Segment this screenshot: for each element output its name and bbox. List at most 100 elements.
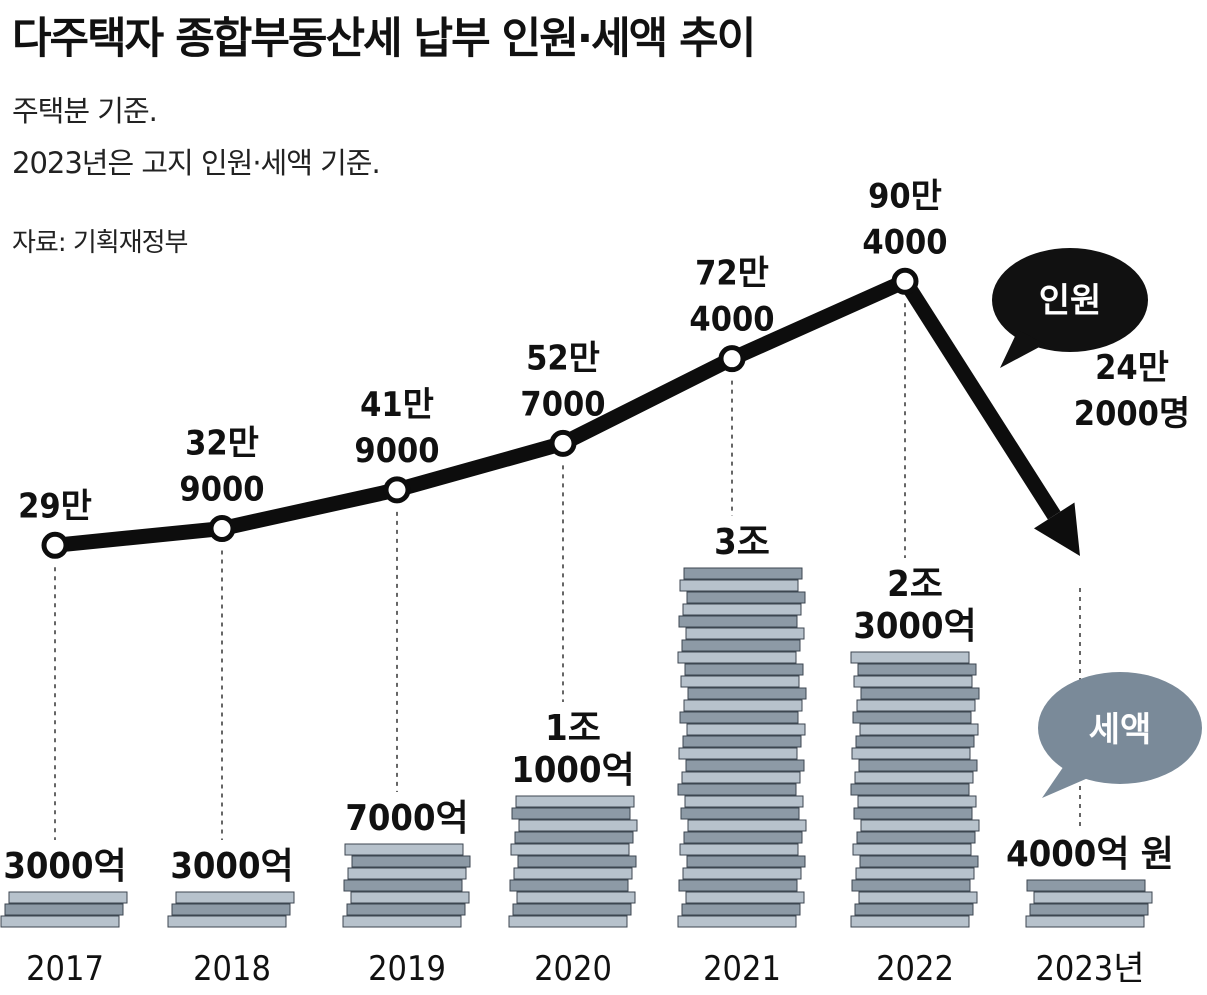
money-bundle (1026, 879, 1146, 892)
money-bundle (682, 867, 802, 880)
amount-stack (1025, 879, 1153, 928)
people-label: 4000 (689, 300, 774, 340)
money-bundle (346, 903, 466, 916)
money-bundle (1033, 891, 1153, 904)
money-bundle (684, 795, 804, 808)
money-bundle (858, 759, 978, 772)
money-bundle (683, 831, 803, 844)
money-bundle (852, 843, 972, 856)
money-bundle (680, 807, 800, 820)
people-label: 72만 (695, 254, 769, 294)
amount-stack (508, 795, 638, 928)
money-bundle (680, 675, 800, 688)
money-bundle (508, 915, 628, 928)
year-label: 2018 (193, 949, 271, 989)
people-label: 52만 (526, 338, 600, 378)
money-bundle (860, 687, 980, 700)
people-point (718, 345, 746, 373)
people-decline-arrow (898, 277, 1061, 520)
money-bundle (679, 579, 799, 592)
money-bundle (859, 723, 979, 736)
amount-label: 3000억 (3, 846, 126, 887)
money-bundle (857, 663, 977, 676)
money-bundle (683, 567, 803, 580)
money-bundle (858, 891, 978, 904)
money-bundle (509, 879, 629, 892)
money-bundle (683, 699, 803, 712)
money-bundle (351, 855, 471, 868)
people-bubble-label: 인원 (1039, 281, 1102, 321)
money-bundle (678, 747, 798, 760)
money-bundle (850, 915, 970, 928)
amount-stack (850, 651, 980, 928)
people-label: 7000 (520, 384, 605, 424)
money-bundle (171, 903, 291, 916)
people-line (54, 274, 909, 553)
money-bundle (855, 735, 975, 748)
money-bundle (679, 843, 799, 856)
note-2023: 2023년은 고지 인원·세액 기준. (12, 146, 381, 180)
money-bundle (342, 915, 462, 928)
money-bundle (681, 771, 801, 784)
arrow-head (1033, 502, 1080, 556)
amount-label: 2조 (887, 564, 943, 605)
people-bubble-tail (1000, 330, 1045, 368)
money-bundle (175, 891, 295, 904)
people-label: 90만 (868, 176, 942, 216)
money-bundle (685, 891, 805, 904)
people-label: 4000 (862, 222, 947, 262)
note-basis: 주택분 기준. (12, 94, 158, 128)
money-bundle (860, 819, 980, 832)
money-bundle (685, 759, 805, 772)
year-label: 2021 (703, 949, 781, 989)
money-bundle (857, 795, 977, 808)
money-bundle (678, 615, 798, 628)
people-label: 9000 (179, 470, 264, 510)
money-bundle (677, 915, 797, 928)
amount-label: 1000억 (511, 750, 634, 791)
people-label: 2000명 (1074, 394, 1190, 434)
year-label: 2017 (26, 949, 104, 989)
money-bundle (851, 879, 971, 892)
amount-stack (167, 891, 295, 928)
money-bundle (851, 747, 971, 760)
people-bubble (992, 248, 1148, 352)
money-bundle (853, 675, 973, 688)
money-bundle (347, 867, 467, 880)
money-bundle (686, 855, 806, 868)
money-bundle (513, 867, 633, 880)
people-label: 9000 (354, 431, 439, 471)
money-bundle (679, 711, 799, 724)
money-bundle (1029, 903, 1149, 916)
money-bundle (856, 831, 976, 844)
people-point (41, 531, 69, 559)
money-bundle (687, 819, 807, 832)
amount-stack (0, 891, 128, 928)
people-label: 24만 (1095, 348, 1169, 388)
money-bundle (850, 783, 970, 796)
people-point (383, 476, 411, 504)
money-bundle (678, 879, 798, 892)
money-bundle (687, 687, 807, 700)
money-bundle (682, 603, 802, 616)
money-bundle (854, 903, 974, 916)
money-bundle (684, 663, 804, 676)
year-label: 2023년 (1035, 949, 1144, 989)
money-bundle (8, 891, 128, 904)
money-bundle (854, 771, 974, 784)
amount-stack (342, 843, 471, 928)
money-bundle (516, 891, 636, 904)
money-bundle (517, 855, 637, 868)
money-bundle (343, 879, 463, 892)
people-label: 29만 (18, 486, 92, 526)
money-bundle (685, 627, 805, 640)
people-point (208, 515, 236, 543)
money-bundle (859, 855, 979, 868)
money-bundle (856, 699, 976, 712)
year-label: 2022 (876, 949, 954, 989)
money-bundle (4, 903, 124, 916)
money-bundle (686, 723, 806, 736)
money-bundle (511, 807, 631, 820)
money-bundle (512, 903, 632, 916)
